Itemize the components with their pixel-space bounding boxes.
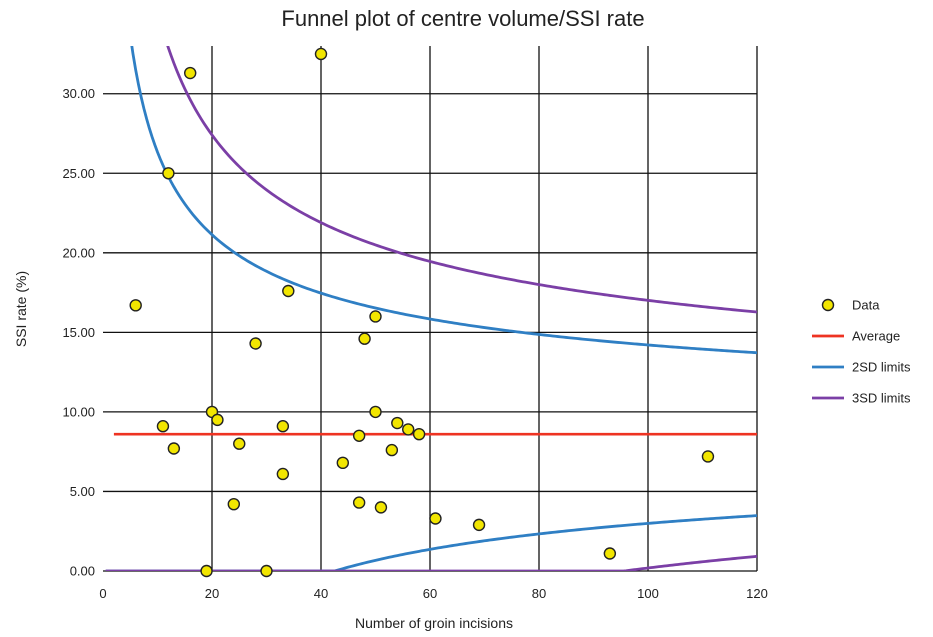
- data-point: [233, 437, 246, 450]
- x-axis-label: Number of groin incisions: [355, 615, 513, 631]
- data-point: [603, 547, 617, 560]
- data-point: [429, 512, 442, 525]
- y-tick-label: 0.00: [70, 564, 95, 579]
- data-point: [701, 450, 715, 463]
- data-point: [402, 423, 415, 436]
- legend-label: 2SD limits: [852, 360, 911, 375]
- data-point: [352, 496, 366, 509]
- data-point: [211, 413, 224, 427]
- data-point: [276, 420, 290, 433]
- x-tick-label: 40: [314, 586, 328, 601]
- 3sd-upper-limit-line: [166, 46, 757, 314]
- data-point: [167, 442, 181, 455]
- data-point: [260, 564, 273, 578]
- legend-label: 3SD limits: [852, 391, 911, 406]
- 3sd-lower-limit-line: [105, 554, 757, 571]
- data-point: [200, 564, 213, 578]
- data-point: [472, 518, 486, 532]
- data-point: [282, 284, 295, 298]
- legend-label: Average: [852, 329, 900, 344]
- grid-lines: [103, 46, 758, 572]
- series-layer: [105, 46, 757, 571]
- y-tick-label: 15.00: [62, 325, 95, 340]
- data-point: [385, 443, 399, 457]
- y-tick-label: 10.00: [62, 404, 95, 419]
- data-point: [276, 467, 290, 481]
- x-tick-label: 100: [637, 586, 659, 601]
- y-tick-label: 30.00: [62, 86, 95, 101]
- data-point: [156, 420, 170, 433]
- data-point: [352, 429, 366, 442]
- 2sd-upper-limit-line: [130, 46, 757, 355]
- x-tick-label: 60: [423, 586, 437, 601]
- y-tick-label: 20.00: [62, 245, 95, 260]
- x-tick-label: 20: [205, 586, 219, 601]
- data-point: [412, 427, 426, 441]
- data-point: [314, 47, 328, 61]
- y-tick-label: 5.00: [70, 484, 95, 499]
- legend: Data Average 2SD limits 3SD limits: [812, 298, 911, 406]
- x-tick-label: 80: [532, 586, 546, 601]
- chart-title: Funnel plot of centre volume/SSI rate: [281, 6, 644, 31]
- y-tick-label: 25.00: [62, 166, 95, 181]
- x-tick-label: 120: [746, 586, 768, 601]
- legend-marker-data: [821, 298, 835, 312]
- data-point: [358, 332, 371, 345]
- data-point: [369, 405, 382, 419]
- data-point: [374, 501, 388, 514]
- tick-labels: 0 20 40 60 80 100 120 0.00 5.00 10.00 15.00 20.00 25…: [62, 86, 767, 601]
- data-point: [162, 167, 175, 180]
- data-points: [129, 47, 715, 578]
- data-point: [183, 66, 197, 80]
- data-point: [227, 497, 241, 511]
- data-point: [336, 456, 349, 470]
- 2sd-lower-limit-line: [105, 514, 757, 571]
- data-point: [391, 416, 404, 430]
- y-axis-label: SSI rate (%): [13, 271, 29, 347]
- data-point: [249, 337, 262, 350]
- legend-label: Data: [852, 298, 880, 313]
- x-tick-label: 0: [99, 586, 106, 601]
- data-point: [129, 299, 142, 312]
- data-point: [369, 310, 382, 323]
